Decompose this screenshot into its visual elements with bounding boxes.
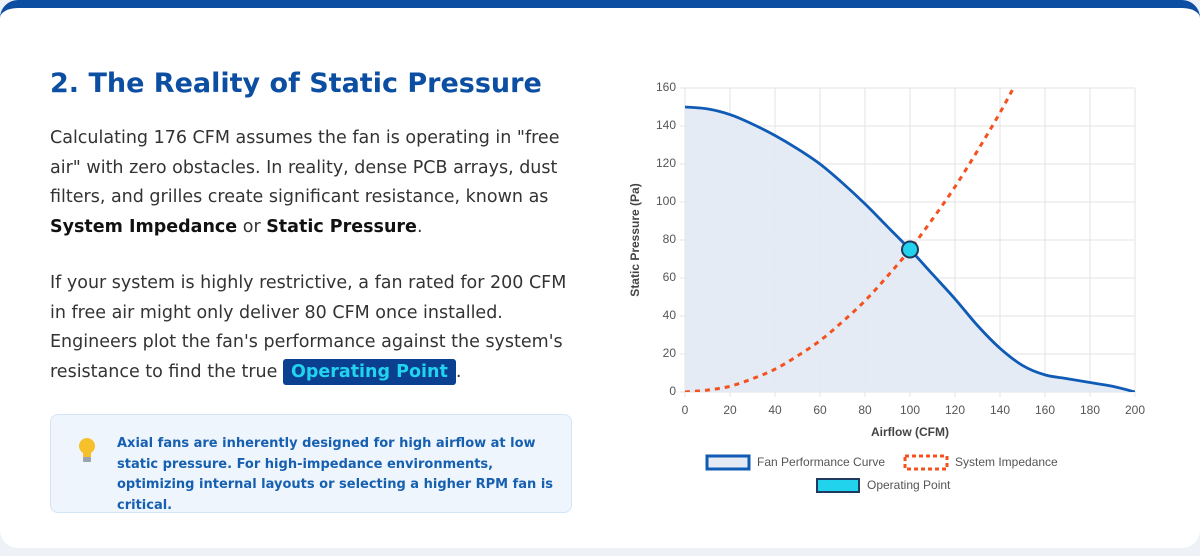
callout-text: Axial fans are inherently designed for h… [117, 436, 554, 513]
paragraph: Calculating 176 CFM assumes the fan is o… [50, 124, 575, 242]
paragraph: If your system is highly restrictive, a … [50, 269, 575, 387]
y-tick-label: 160 [656, 80, 676, 94]
x-tick-label: 0 [682, 403, 689, 417]
legend-label: Operating Point [867, 478, 951, 492]
highlight-badge: Operating Point [282, 358, 456, 385]
x-tick-label: 100 [900, 403, 920, 417]
x-tick-label: 40 [768, 403, 782, 417]
legend-swatch [903, 454, 949, 471]
x-tick-label: 180 [1080, 403, 1100, 417]
x-axis-title: Airflow (CFM) [871, 425, 949, 439]
y-tick-label: 0 [669, 384, 676, 398]
x-tick-label: 140 [990, 403, 1010, 417]
x-tick-label: 160 [1035, 403, 1055, 417]
x-tick-label: 80 [858, 403, 872, 417]
y-tick-label: 140 [656, 118, 676, 132]
text: or [237, 216, 267, 237]
legend-label: System Impedance [955, 455, 1058, 469]
y-tick-label: 40 [663, 308, 677, 322]
x-tick-label: 200 [1125, 403, 1145, 417]
legend-label: Fan Performance Curve [757, 455, 885, 469]
bulb-icon [79, 438, 95, 462]
x-tick-label: 20 [723, 403, 737, 417]
x-tick-label: 120 [945, 403, 965, 417]
text: If your system is highly restrictive, a … [50, 273, 567, 382]
text: . [455, 361, 462, 382]
y-tick-label: 60 [663, 270, 677, 284]
y-tick-label: 100 [656, 194, 676, 208]
section-title: 2. The Reality of Static Pressure [50, 68, 542, 99]
chart: 0 20 40 60 80 100 120 140 160 0 20 40 60 80 100 120 140 1… [628, 80, 1145, 493]
callout: Axial fans are inherently designed for h… [50, 414, 572, 513]
x-tick-label: 60 [813, 403, 827, 417]
y-tick-label: 120 [656, 156, 676, 170]
series-line [685, 88, 1016, 392]
legend-swatch [816, 478, 860, 493]
y-tick-label: 80 [663, 232, 677, 246]
text: . [416, 216, 423, 237]
bold-term: System Impedance [50, 216, 238, 237]
y-axis-title: Static Pressure (Pa) [628, 183, 642, 296]
text: Calculating 176 CFM assumes the fan is o… [50, 128, 560, 207]
bold-term: Static Pressure [266, 216, 417, 237]
legend-swatch [705, 454, 751, 471]
operating-point [901, 240, 919, 259]
y-tick-label: 20 [663, 346, 677, 360]
